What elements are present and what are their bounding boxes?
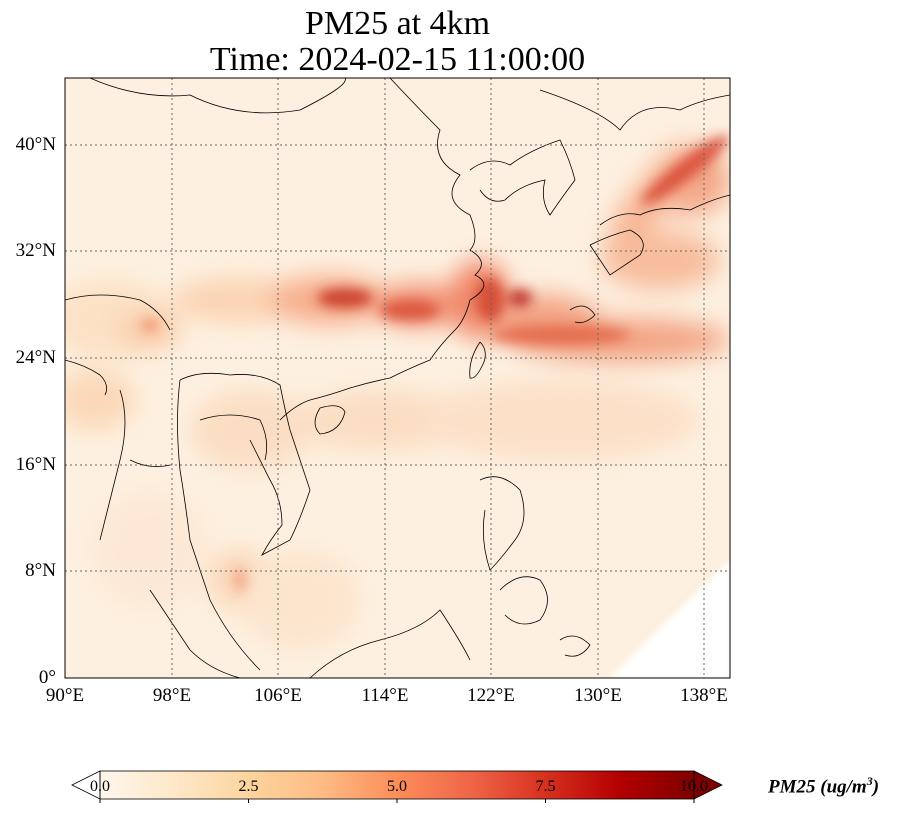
y-tick-label: 40°N — [15, 134, 56, 155]
x-tick-label: 122°E — [467, 685, 515, 706]
y-tick-label: 32°N — [15, 240, 56, 261]
x-tick-label: 114°E — [361, 685, 409, 706]
map-frame — [64, 77, 731, 679]
colorbar-tick-label: 2.5 — [238, 778, 259, 795]
colorbar-gradient — [100, 771, 694, 799]
x-tick-label: 130°E — [574, 685, 622, 706]
x-tick-label: 98°E — [152, 685, 192, 706]
x-tick-label: 106°E — [254, 685, 302, 706]
colorbar-label: PM25 (ug/m3) — [768, 774, 880, 798]
colorbar-tick-label: 5.0 — [387, 778, 407, 795]
map-title: PM25 at 4km — [304, 5, 491, 42]
x-tick-label: 90°E — [45, 685, 85, 706]
y-tick-label: 8°N — [25, 560, 56, 581]
colorbar-tick-label: 0.0 — [90, 778, 110, 795]
map-time-subtitle: Time: 2024-02-15 11:00:00 — [209, 41, 586, 78]
pm25-field — [65, 78, 730, 678]
y-tick-label: 0° — [38, 667, 56, 688]
colorbar — [71, 770, 723, 803]
y-tick-label: 24°N — [15, 347, 56, 368]
coastlines — [65, 78, 730, 678]
colorbar-tick-label: 10.0 — [680, 778, 708, 795]
colorbar-tick-label: 7.5 — [535, 778, 556, 795]
y-tick-label: 16°N — [15, 454, 56, 475]
x-tick-label: 138°E — [680, 685, 728, 706]
